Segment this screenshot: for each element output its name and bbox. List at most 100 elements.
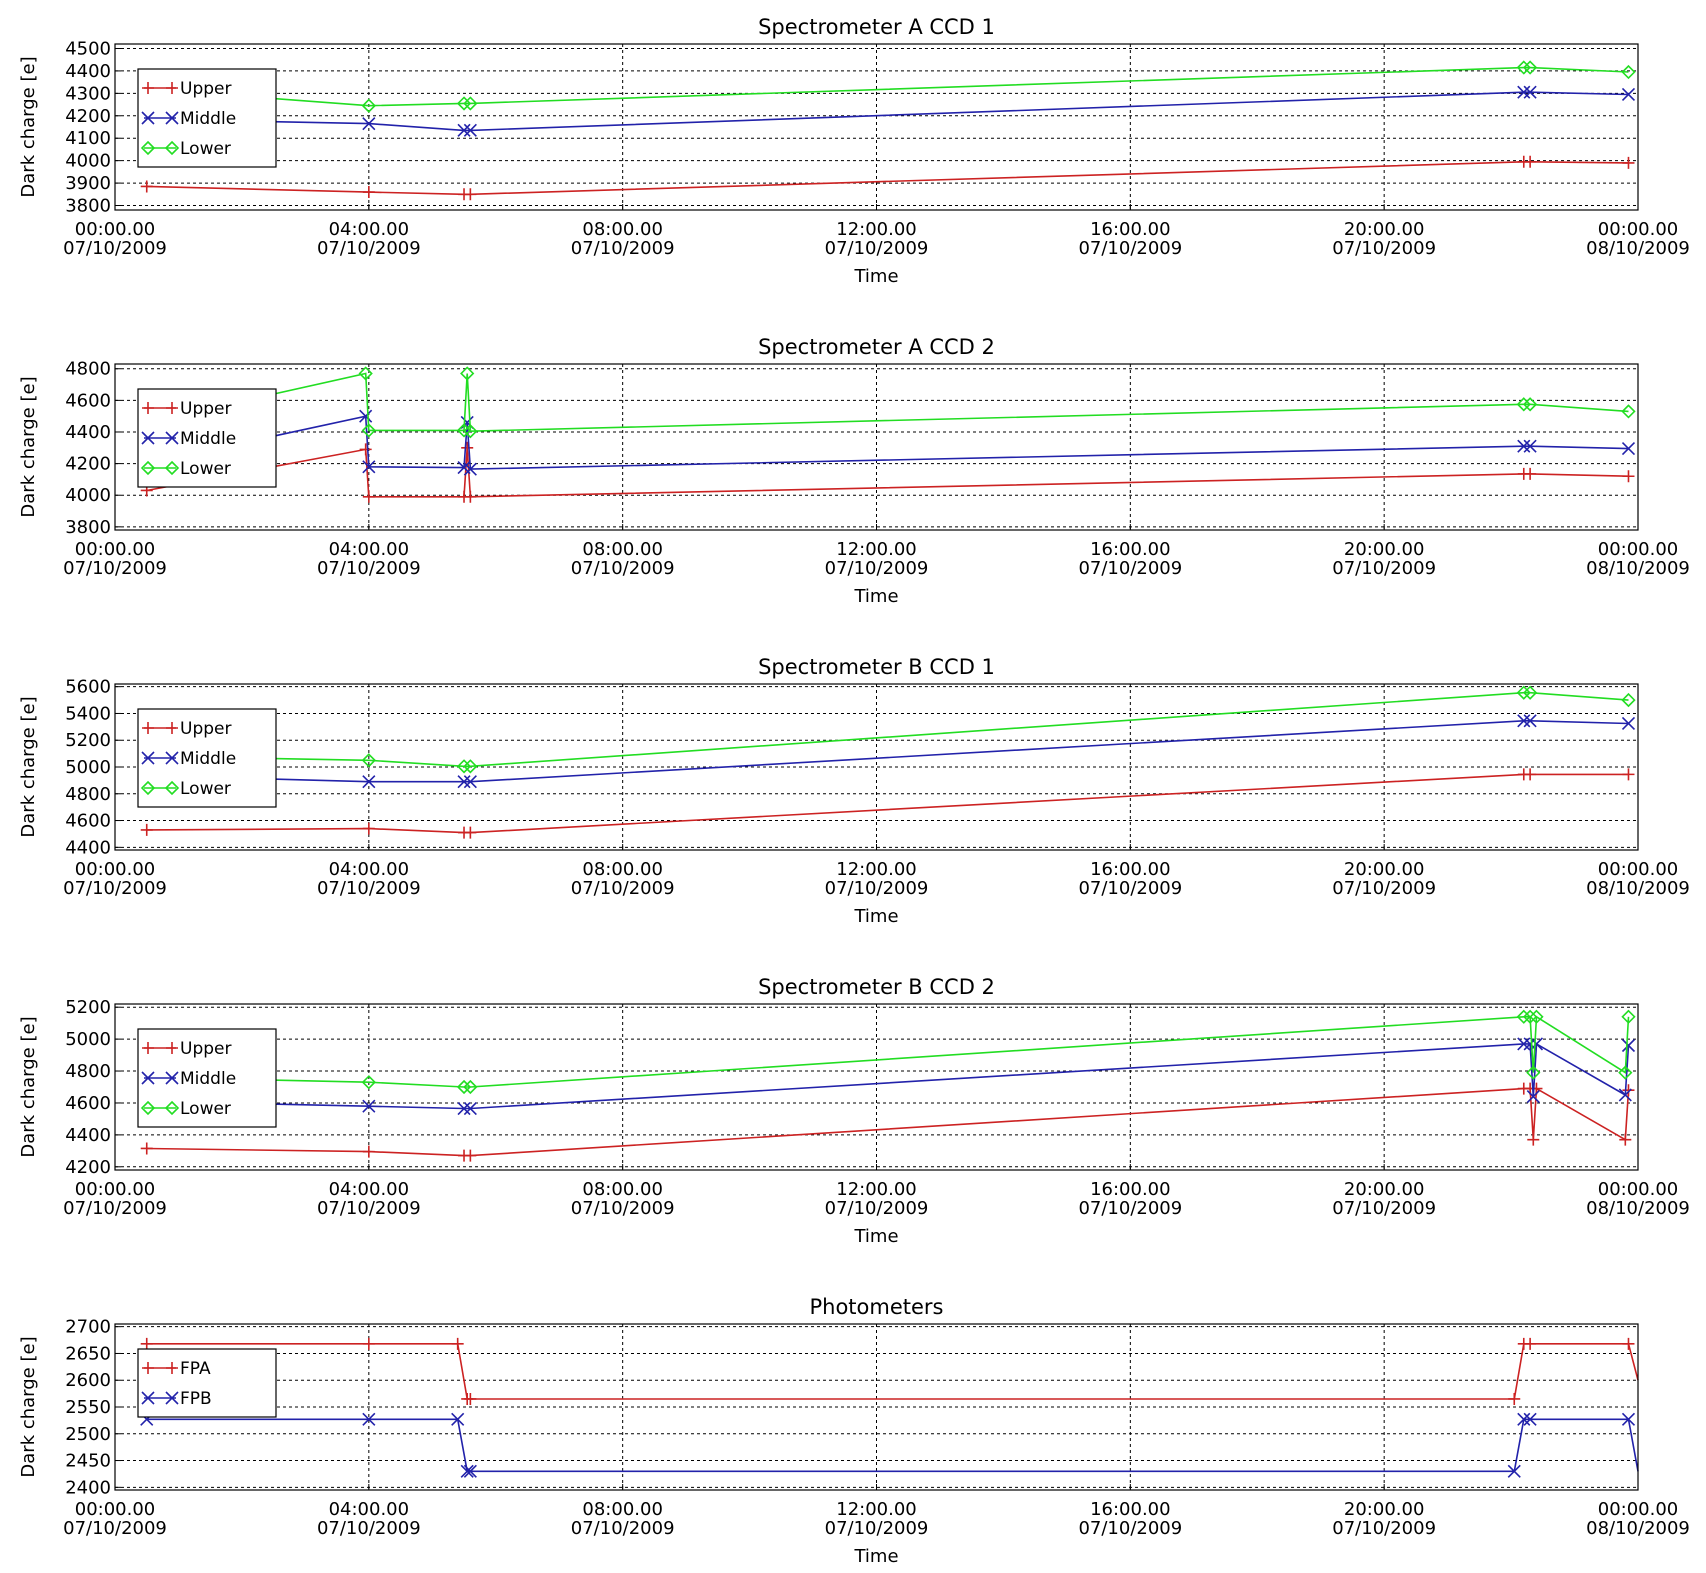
y-tick-label: 5200	[65, 730, 111, 751]
x-tick-label-time: 04:00.00	[329, 859, 410, 880]
data-point	[1619, 1133, 1632, 1146]
y-tick-label: 4200	[65, 106, 111, 127]
y-tick-label: 2450	[65, 1451, 111, 1472]
data-point	[362, 186, 375, 199]
x-tick-label-time: 20:00.00	[1344, 859, 1425, 880]
y-tick-label: 4600	[65, 1093, 111, 1114]
data-point	[463, 424, 478, 439]
x-tick-label-date: 07/10/2009	[571, 1518, 675, 1539]
x-tick-label-date: 07/10/2009	[1078, 1198, 1182, 1219]
data-point	[141, 111, 155, 125]
y-tick-label: 2650	[65, 1343, 111, 1364]
data-point	[1524, 768, 1537, 781]
y-tick-label: 3800	[65, 517, 111, 538]
data-point	[1522, 685, 1538, 700]
series-upper	[140, 768, 1635, 839]
y-axis-label: Dark charge [e]	[18, 376, 39, 517]
x-tick-label-date: 08/10/2009	[1586, 1198, 1690, 1219]
grid	[115, 1324, 1638, 1490]
x-tick-label-date: 07/10/2009	[825, 1518, 929, 1539]
data-point	[1621, 692, 1636, 708]
x-tick-label-time: 12:00.00	[836, 1179, 917, 1200]
data-point	[141, 431, 155, 445]
x-axis-label: Time	[853, 1546, 898, 1567]
chart-title: Photometers	[809, 1295, 943, 1319]
data-point	[463, 96, 478, 111]
legend-item-lower: Lower	[140, 459, 231, 479]
y-tick-label: 5600	[65, 677, 111, 698]
y-tick-label: 4500	[65, 38, 111, 59]
y-tick-label: 4400	[65, 61, 111, 82]
y-tick-label: 4300	[65, 83, 111, 104]
x-tick-label-date: 07/10/2009	[1332, 238, 1436, 259]
data-point	[361, 753, 376, 768]
x-axis-label: Time	[853, 266, 898, 287]
x-tick-label-date: 07/10/2009	[1332, 558, 1436, 579]
legend-label: Middle	[180, 429, 236, 449]
data-point	[362, 490, 375, 503]
data-point	[1508, 1392, 1521, 1405]
data-point	[463, 462, 477, 476]
data-point	[456, 1079, 472, 1095]
data-point	[362, 1145, 375, 1158]
data-point	[165, 111, 179, 125]
legend-item-middle: Middle	[141, 109, 236, 129]
data-point	[1516, 397, 1531, 412]
grid	[115, 364, 1638, 530]
data-point	[164, 140, 180, 156]
x-axis-label: Time	[853, 586, 898, 607]
data-point	[1621, 404, 1636, 419]
legend-label: Lower	[180, 1099, 231, 1119]
data-point	[1517, 1412, 1531, 1426]
data-point	[142, 1362, 154, 1374]
x-tick-label-date: 07/10/2009	[1078, 878, 1182, 899]
y-tick-label: 5000	[65, 757, 111, 778]
series-line	[146, 372, 1629, 433]
data-point	[1517, 714, 1531, 728]
data-point	[362, 117, 376, 131]
x-tick-label-date: 07/10/2009	[1332, 878, 1436, 899]
data-point	[164, 780, 180, 796]
plot-frame	[114, 43, 1639, 211]
y-tick-label: 4400	[65, 422, 111, 443]
series-lower	[139, 1009, 1636, 1095]
series-upper	[140, 155, 1635, 201]
chart-panel-1: Spectrometer A CCD 1 38003900400041004200…	[18, 15, 1690, 287]
data-point	[1516, 685, 1531, 700]
data-point	[361, 423, 376, 438]
data-point	[140, 1337, 153, 1350]
x-tick-label-time: 00:00.00	[75, 1179, 156, 1200]
series-line	[146, 1015, 1630, 1088]
x-tick-label-date: 08/10/2009	[1586, 558, 1690, 579]
legend-label: Upper	[180, 719, 231, 739]
data-point	[140, 1142, 153, 1155]
data-point	[463, 1464, 477, 1478]
x-tick-label-time: 04:00.00	[329, 539, 410, 560]
y-tick-label: 2700	[65, 1317, 111, 1338]
data-point	[1522, 397, 1538, 412]
x-tick-label-date: 07/10/2009	[825, 558, 929, 579]
data-point	[166, 402, 178, 414]
y-tick-label: 4600	[65, 390, 111, 411]
x-tick-label-date: 08/10/2009	[1586, 238, 1690, 259]
data-point	[1618, 1088, 1632, 1102]
series-lower	[139, 685, 1636, 774]
data-point	[1622, 156, 1635, 169]
y-tick-label: 4200	[65, 1157, 111, 1178]
y-tick-label: 5000	[65, 1029, 111, 1050]
data-point	[463, 1079, 478, 1095]
x-tick-label-time: 08:00.00	[582, 219, 663, 240]
data-point	[460, 366, 475, 381]
y-tick-label: 3900	[65, 173, 111, 194]
data-point	[1621, 1009, 1636, 1024]
y-axis-label: Dark charge [e]	[18, 1336, 39, 1477]
data-point	[464, 188, 477, 201]
data-point	[140, 780, 156, 796]
x-tick-label-time: 20:00.00	[1344, 1179, 1425, 1200]
x-tick-label-time: 12:00.00	[836, 219, 917, 240]
legend-item-middle: Middle	[141, 429, 236, 449]
legend-item-fpb: FPB	[141, 1389, 212, 1409]
x-tick-label-time: 16:00.00	[1090, 1499, 1171, 1520]
data-point	[464, 826, 477, 839]
